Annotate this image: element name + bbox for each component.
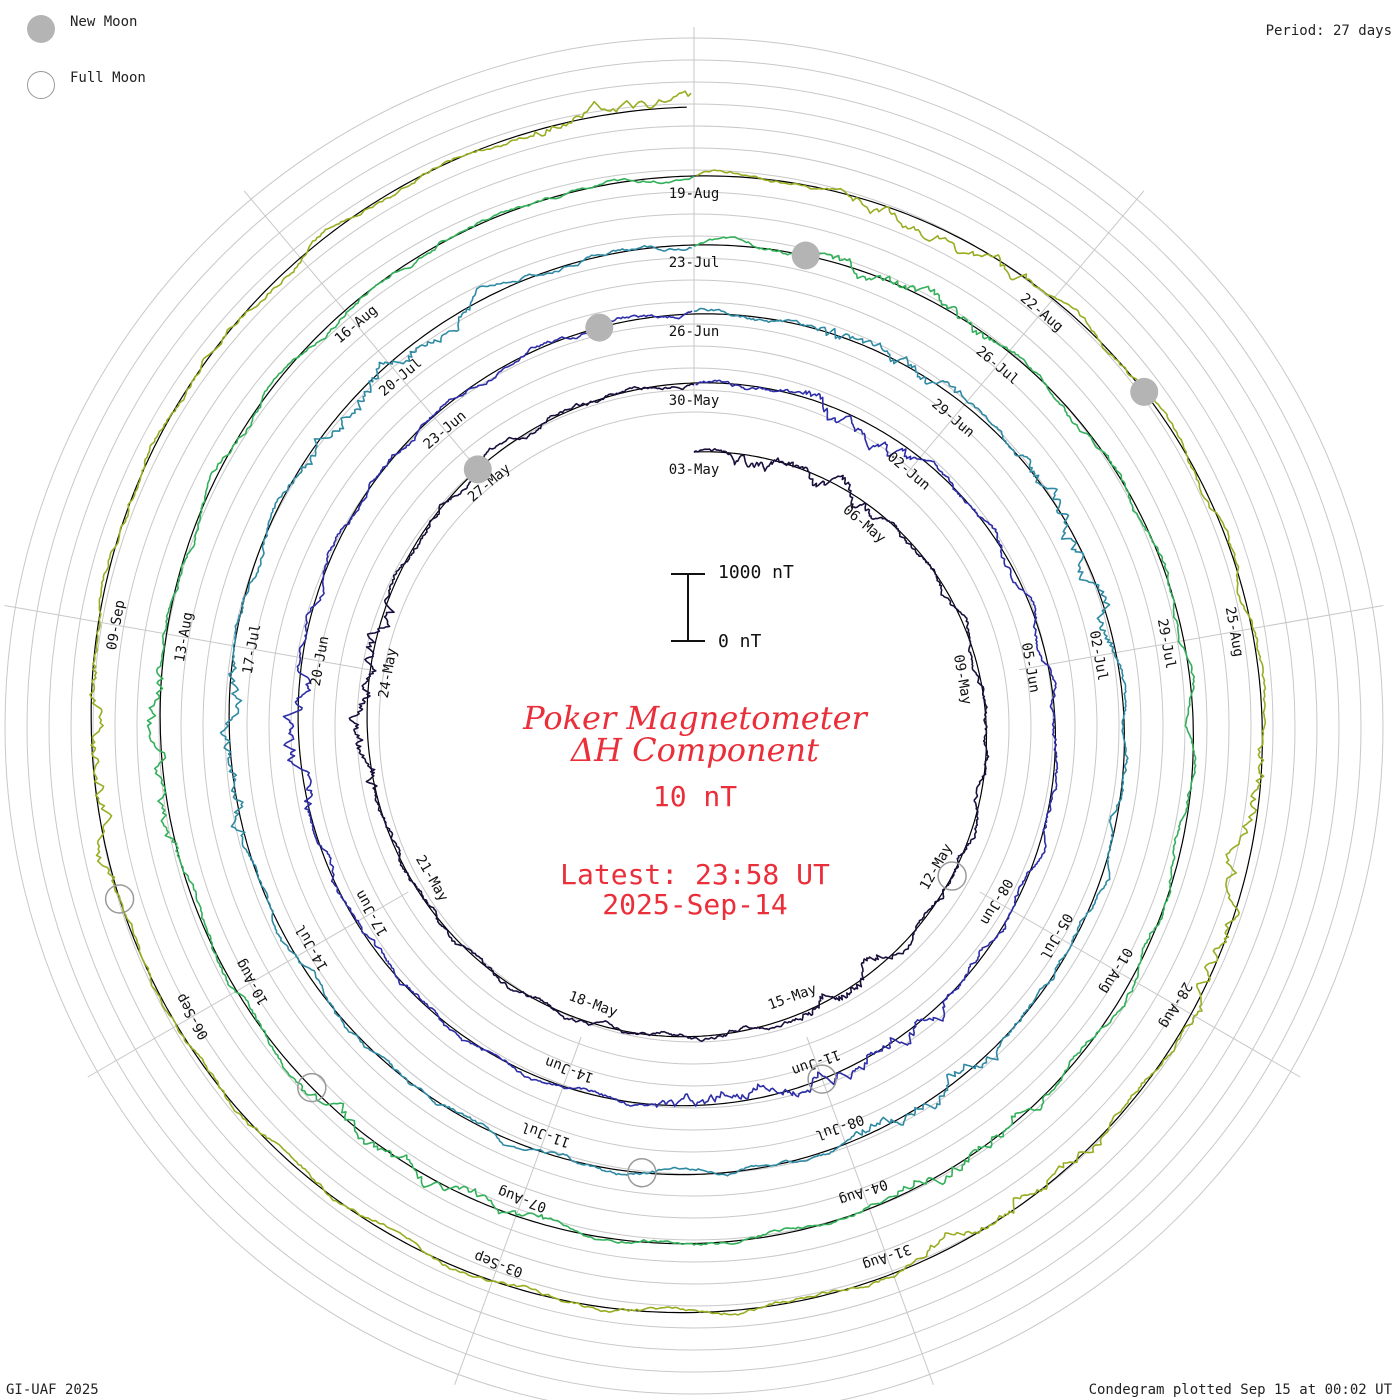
date-tick-label: 20-Jul (376, 355, 425, 400)
series-revolution-2 (282, 310, 1059, 1108)
series-revolution-1 (348, 383, 990, 1042)
date-tick-label: 03-May (669, 462, 720, 478)
date-tick-label: 24-May (376, 647, 401, 700)
grid-spoke (243, 190, 483, 475)
latest-block: Latest: 23:58 UT 2025-Sep-14 (450, 860, 940, 920)
date-tick-label: 05-Jul (1036, 910, 1075, 962)
date-tick-label: 01-Aug (1096, 945, 1135, 997)
new-moon-legend-icon (27, 15, 55, 43)
new-moon-marker (1130, 377, 1159, 406)
date-tick-label: 14-Jun (543, 1053, 596, 1085)
date-tick-label: 14-Jul (293, 922, 332, 974)
new-moon-marker (463, 455, 492, 484)
full-moon-marker (627, 1157, 657, 1188)
latest-time: Latest: 23:58 UT (560, 858, 830, 891)
footer-plot-time: Condegram plotted Sep 15 at 00:02 UT (1088, 1382, 1392, 1398)
date-tick-label: 06-Sep (173, 991, 212, 1043)
full-moon-marker (104, 884, 135, 914)
date-tick-label: 20-Jun (308, 635, 333, 688)
period-label: Period: 27 days (1265, 23, 1392, 39)
scale-bottom-label: 0 nT (718, 631, 762, 652)
resolution-label: 10 nT (652, 780, 738, 813)
date-tick-label: 10-Aug (233, 956, 272, 1008)
latest-date: 2025-Sep-14 (602, 888, 788, 921)
grid-spoke (1018, 604, 1384, 671)
date-tick-label: 05-Jun (1018, 641, 1043, 694)
full-moon-legend-icon (27, 71, 55, 99)
new-moon-marker (791, 241, 820, 270)
grid-spoke (905, 190, 1145, 475)
grid-spoke (4, 604, 370, 671)
chart-title-block: Poker Magnetometer ΔH Component 10 nT (450, 702, 940, 812)
full-moon-marker (297, 1072, 327, 1103)
grid-layer (4, 27, 1384, 1400)
new-moon-legend-label: New Moon (70, 14, 138, 30)
scale-bar (671, 573, 705, 642)
grid-circle (378, 411, 1010, 1043)
date-tick-label: 23-Jul (669, 255, 720, 271)
date-tick-label: 23-Jun (420, 408, 469, 453)
date-tick-label: 26-Jun (669, 324, 720, 340)
date-tick-label: 26-Jul (973, 343, 1022, 388)
date-tick-label: 22-Aug (1017, 290, 1066, 335)
grid-spoke (87, 891, 409, 1078)
date-tick-label: 09-Sep (104, 599, 129, 652)
scale-top-label: 1000 nT (718, 562, 794, 583)
grid-spoke (454, 1036, 582, 1385)
date-tick-label: 25-Aug (1222, 606, 1247, 659)
series-revolution-3 (219, 244, 1129, 1177)
series-revolution-5 (89, 90, 1267, 1316)
date-tick-label: 13-Aug (172, 611, 197, 664)
date-tick-label: 30-May (669, 393, 720, 409)
chart-subtitle: ΔH Component (570, 731, 820, 769)
moon-marker-layer (104, 241, 1159, 1188)
date-tick-label: 17-Jul (240, 623, 265, 676)
footer-credit: GI-UAF 2025 (6, 1382, 99, 1398)
date-tick-label: 09-May (950, 653, 975, 706)
baseline-spiral-layer (90, 106, 1264, 1314)
full-moon-legend-label: Full Moon (70, 70, 146, 86)
baseline-spiral (90, 106, 1264, 1314)
date-tick-label: 19-Aug (669, 186, 720, 202)
date-tick-label: 02-Jun (884, 449, 933, 494)
date-tick-label: 06-May (840, 502, 889, 547)
series-layer (89, 90, 1267, 1316)
series-revolution-4 (146, 175, 1197, 1246)
full-moon-marker (937, 861, 967, 891)
new-moon-marker (585, 313, 614, 342)
chart-title: Poker Magnetometer (523, 699, 867, 737)
date-tick-label: 18-May (566, 988, 619, 1020)
date-tick-label: 03-Sep (472, 1248, 525, 1280)
grid-spoke (806, 1036, 934, 1385)
date-tick-label: 11-Jul (519, 1118, 572, 1150)
grid-spoke (979, 891, 1301, 1078)
full-moon-marker (807, 1064, 837, 1094)
